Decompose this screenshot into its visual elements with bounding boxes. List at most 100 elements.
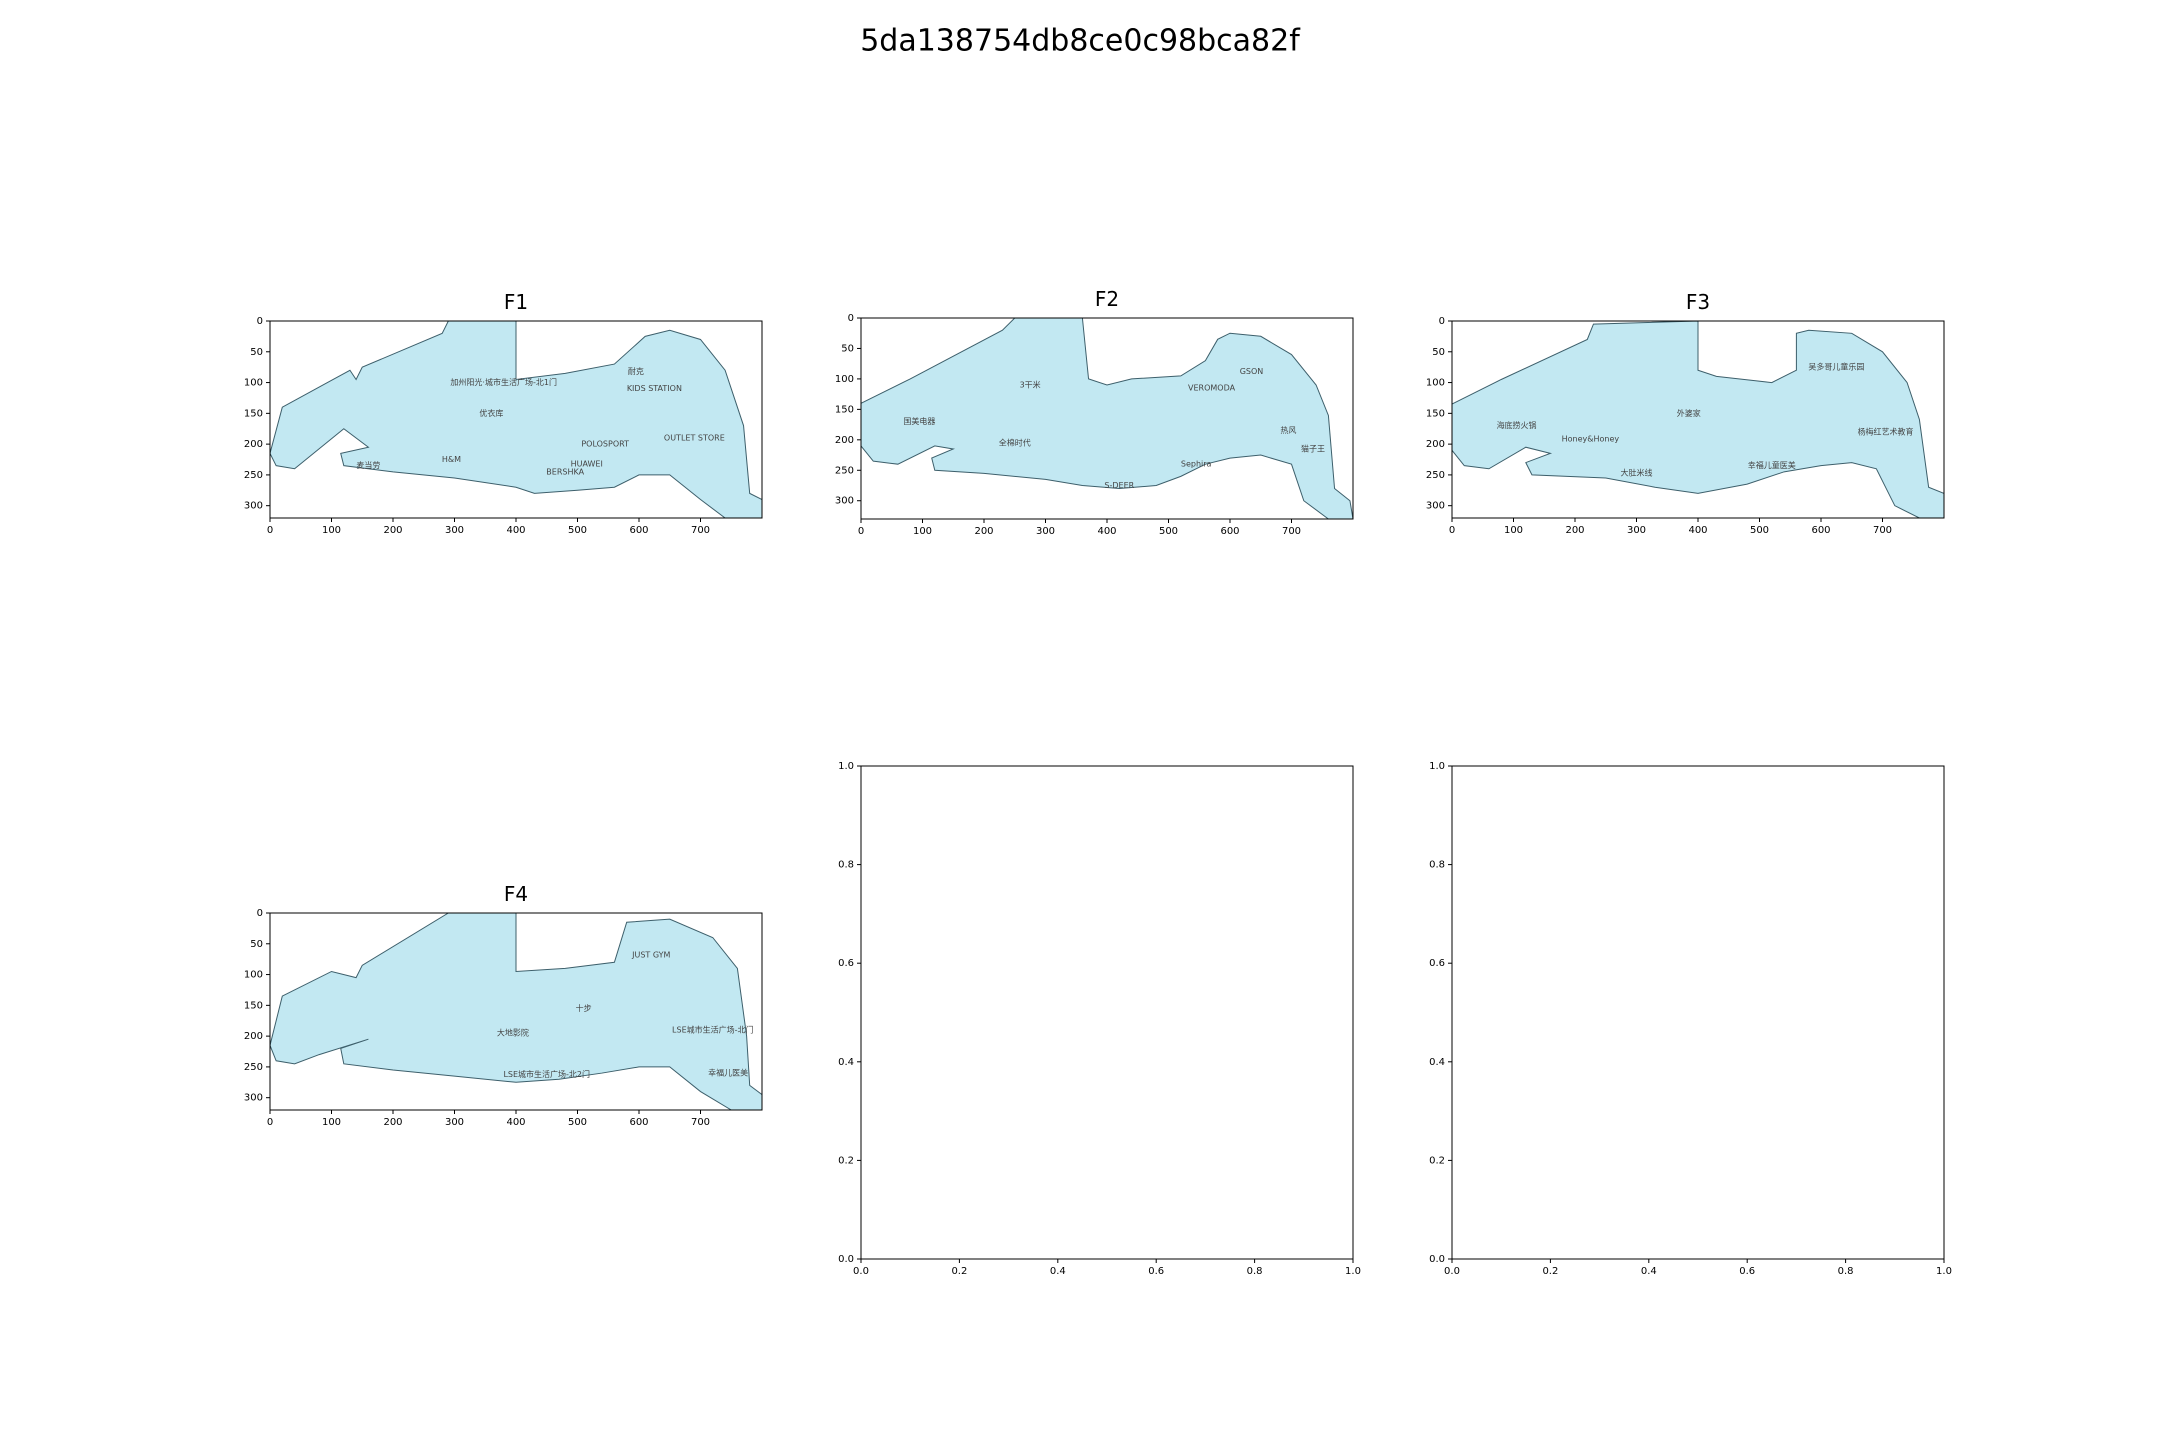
y-tick-label: 250 (835, 465, 854, 476)
y-tick-label: 0.0 (838, 1254, 854, 1265)
figure-title: 5da138754db8ce0c98bca82f (860, 24, 1301, 59)
y-tick-label: 100 (1426, 378, 1445, 389)
x-tick-label: 600 (1811, 525, 1830, 536)
y-tick-label: 150 (244, 1000, 263, 1011)
y-tick-label: 300 (835, 496, 854, 507)
x-tick-label: 600 (629, 525, 648, 536)
axes-frame (1451, 765, 1945, 1260)
axes-frame (860, 765, 1354, 1260)
axes-title: F4 (504, 882, 528, 906)
store-label: VEROMODA (1188, 384, 1236, 393)
store-label: 加州阳光·城市生活广场-北1门 (450, 377, 557, 387)
x-tick-label: 600 (629, 1117, 648, 1128)
x-tick-label: 100 (913, 526, 932, 537)
y-tick-label: 50 (841, 343, 854, 354)
y-tick-label: 0.6 (1429, 958, 1445, 969)
x-tick-label: 100 (1504, 525, 1523, 536)
store-label: KIDS STATION (627, 384, 682, 393)
y-tick-label: 0.6 (838, 958, 854, 969)
store-label: 大肚米线 (1621, 468, 1653, 478)
y-tick-label: 200 (244, 1031, 263, 1042)
store-label: 耐克 (628, 366, 644, 376)
axes-title: F3 (1686, 290, 1710, 314)
x-tick-label: 0 (267, 525, 273, 536)
y-tick-label: 0.0 (1429, 1254, 1445, 1265)
x-tick-label: 200 (974, 526, 993, 537)
y-tick-label: 0.2 (838, 1155, 854, 1166)
store-label: S-DEER (1104, 481, 1134, 490)
x-tick-label: 0.6 (1148, 1266, 1164, 1277)
store-label: HUAWEI (571, 459, 603, 468)
floor-outline (1452, 321, 1944, 518)
y-tick-label: 150 (244, 408, 263, 419)
axes-title: F2 (1095, 287, 1119, 311)
floor-outline (861, 318, 1353, 519)
store-label: 麦当劳 (356, 460, 380, 470)
y-tick-label: 0 (257, 316, 263, 327)
x-tick-label: 700 (691, 1117, 710, 1128)
x-tick-label: 700 (1873, 525, 1892, 536)
y-tick-label: 0.8 (1429, 860, 1445, 871)
x-tick-label: 700 (691, 525, 710, 536)
y-tick-label: 150 (1426, 408, 1445, 419)
y-tick-label: 250 (244, 1062, 263, 1073)
x-tick-label: 0.6 (1739, 1266, 1755, 1277)
y-tick-label: 0.4 (1429, 1057, 1445, 1068)
y-tick-label: 300 (244, 1093, 263, 1104)
x-tick-label: 500 (568, 525, 587, 536)
store-label: BERSHKA (546, 467, 584, 476)
x-tick-label: 500 (1750, 525, 1769, 536)
x-tick-label: 500 (1159, 526, 1178, 537)
x-tick-label: 400 (506, 525, 525, 536)
store-label: 优衣库 (479, 408, 503, 418)
y-tick-label: 0 (1439, 316, 1445, 327)
x-tick-label: 0.8 (1838, 1266, 1854, 1277)
x-tick-label: 0.4 (1050, 1266, 1066, 1277)
y-tick-label: 0 (848, 313, 854, 324)
x-tick-label: 1.0 (1345, 1266, 1361, 1277)
y-tick-label: 1.0 (838, 761, 854, 772)
store-label: JUST GYM (631, 950, 670, 959)
y-tick-label: 0 (257, 908, 263, 919)
store-label: 大地影院 (497, 1028, 529, 1038)
x-tick-label: 400 (1688, 525, 1707, 536)
store-label: 热风 (1280, 425, 1296, 435)
x-tick-label: 400 (1097, 526, 1116, 537)
x-tick-label: 400 (506, 1117, 525, 1128)
x-tick-label: 100 (322, 1117, 341, 1128)
y-tick-label: 100 (835, 374, 854, 385)
store-label: 猫子王 (1301, 443, 1325, 453)
y-tick-label: 250 (1426, 470, 1445, 481)
y-tick-label: 50 (1432, 347, 1445, 358)
x-tick-label: 1.0 (1936, 1266, 1952, 1277)
store-label: 幸福儿童医美 (1748, 460, 1796, 470)
store-label: LSE城市生活广场-北门 (672, 1024, 753, 1034)
store-label: 3干米 (1020, 380, 1041, 390)
y-tick-label: 200 (835, 435, 854, 446)
y-tick-label: 100 (244, 378, 263, 389)
y-tick-label: 0.2 (1429, 1155, 1445, 1166)
x-tick-label: 200 (1565, 525, 1584, 536)
floor-outline (270, 913, 762, 1110)
store-label: Honey&Honey (1562, 435, 1620, 444)
y-tick-label: 1.0 (1429, 761, 1445, 772)
x-tick-label: 0.4 (1641, 1266, 1657, 1277)
y-tick-label: 0.4 (838, 1057, 854, 1068)
x-tick-label: 600 (1220, 526, 1239, 537)
store-label: 外婆家 (1677, 408, 1701, 418)
x-tick-label: 200 (383, 525, 402, 536)
x-tick-label: 300 (1036, 526, 1055, 537)
store-label: 国美电器 (903, 416, 935, 426)
store-label: GSON (1240, 367, 1264, 376)
x-tick-label: 700 (1282, 526, 1301, 537)
x-tick-label: 100 (322, 525, 341, 536)
y-tick-label: 300 (1426, 501, 1445, 512)
x-tick-label: 300 (445, 525, 464, 536)
x-tick-label: 0 (267, 1117, 273, 1128)
y-tick-label: 200 (244, 439, 263, 450)
x-tick-label: 300 (1627, 525, 1646, 536)
x-tick-label: 0.2 (1542, 1266, 1558, 1277)
y-tick-label: 50 (250, 347, 263, 358)
x-tick-label: 0.0 (1444, 1266, 1460, 1277)
